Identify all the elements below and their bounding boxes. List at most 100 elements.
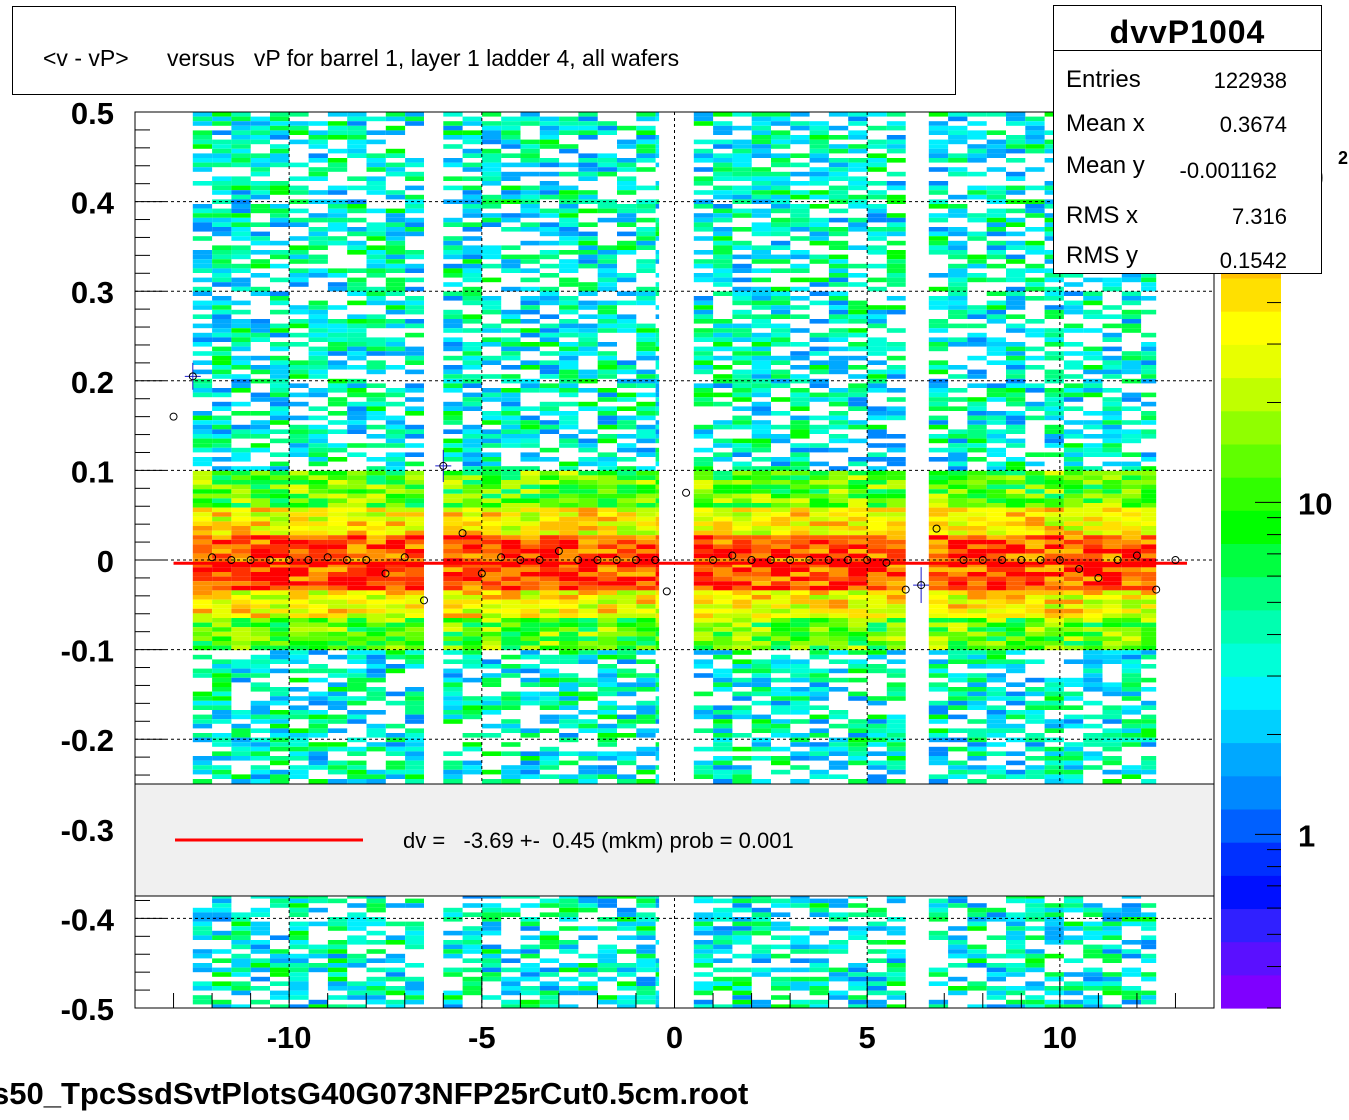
- heatmap-cell: [578, 130, 598, 135]
- heatmap-cell: [212, 903, 232, 908]
- heatmap-cell: [289, 512, 309, 517]
- heatmap-cell: [405, 737, 424, 743]
- heatmap-cell: [828, 710, 849, 715]
- heatmap-cell: [886, 756, 906, 761]
- heatmap-cell: [501, 636, 521, 641]
- heatmap-cell: [617, 125, 637, 131]
- heatmap-cell: [212, 733, 232, 738]
- heatmap-cell: [848, 585, 868, 591]
- heatmap-cell: [250, 167, 270, 172]
- heatmap-cell: [867, 664, 887, 669]
- heatmap-cell: [212, 503, 232, 508]
- heatmap-cell: [713, 424, 733, 430]
- heatmap-cell: [867, 286, 887, 292]
- heatmap-cell: [636, 967, 656, 973]
- heatmap-cell: [481, 374, 502, 379]
- heatmap-cell: [790, 171, 810, 177]
- heatmap-cell: [443, 369, 463, 375]
- heatmap-cell: [886, 194, 906, 200]
- heatmap-cell: [636, 489, 656, 494]
- heatmap-cell: [732, 208, 752, 214]
- heatmap-cell: [289, 530, 309, 536]
- heatmap-cell: [751, 691, 771, 697]
- heatmap-cell: [848, 521, 868, 526]
- heatmap-cell: [713, 401, 733, 407]
- heatmap-cell: [809, 194, 829, 200]
- heatmap-cell: [848, 751, 868, 756]
- heatmap-cell: [270, 967, 290, 973]
- heatmap-cell: [366, 917, 386, 922]
- heatmap-cell: [347, 351, 367, 356]
- heatmap-cell: [443, 576, 463, 582]
- heatmap-cell: [231, 549, 251, 554]
- heatmap-cell: [867, 921, 887, 927]
- heatmap-cell: [366, 746, 386, 752]
- heatmap-cell: [250, 999, 270, 1005]
- heatmap-cell: [327, 401, 348, 407]
- heatmap-cell: [732, 470, 752, 476]
- heatmap-cell: [539, 194, 560, 200]
- heatmap-cell: [289, 392, 309, 398]
- heatmap-cell: [578, 484, 598, 490]
- heatmap-cell: [751, 544, 771, 549]
- heatmap-cell: [751, 746, 771, 752]
- heatmap-cell: [231, 300, 251, 306]
- heatmap-cell: [212, 737, 232, 743]
- heatmap-cell: [828, 516, 849, 522]
- heatmap-cell: [270, 383, 290, 388]
- heatmap-cell: [520, 112, 540, 117]
- heatmap-cell: [501, 779, 521, 784]
- heatmap-cell: [501, 627, 521, 632]
- heatmap-cell: [231, 917, 251, 922]
- heatmap-cell: [385, 765, 406, 770]
- heatmap-cell: [347, 963, 367, 968]
- heatmap-cell: [617, 622, 637, 628]
- heatmap-cell: [578, 590, 598, 595]
- heatmap-cell: [192, 567, 213, 572]
- heatmap-cell: [231, 185, 251, 191]
- heatmap-cell: [790, 222, 810, 227]
- heatmap-cell: [308, 374, 328, 379]
- heatmap-cell: [501, 774, 521, 779]
- heatmap-cell: [732, 613, 752, 618]
- heatmap-cell: [867, 608, 887, 614]
- heatmap-cell: [327, 746, 348, 752]
- heatmap-cell: [809, 627, 829, 632]
- heatmap-cell: [308, 516, 328, 522]
- heatmap-cell: [751, 503, 771, 508]
- heatmap-cell: [501, 986, 521, 991]
- heatmap-cell: [539, 696, 560, 701]
- heatmap-cell: [212, 259, 232, 264]
- heatmap-cell: [578, 222, 598, 227]
- heatmap-cell: [790, 595, 810, 600]
- heatmap-cell: [617, 447, 637, 453]
- heatmap-cell: [462, 645, 482, 651]
- heatmap-cell: [462, 930, 482, 936]
- heatmap-cell: [405, 728, 424, 733]
- heatmap-cell: [771, 397, 791, 402]
- heatmap-cell: [520, 756, 540, 761]
- heatmap-cell: [578, 659, 598, 664]
- heatmap-cell: [597, 926, 617, 931]
- heatmap-cell: [713, 572, 733, 577]
- heatmap-cell: [559, 355, 579, 361]
- heatmap-cell: [867, 374, 887, 379]
- heatmap-cell: [732, 682, 752, 687]
- heatmap-cell: [713, 245, 733, 250]
- heatmap-cell: [212, 121, 232, 126]
- heatmap-cell: [771, 976, 791, 982]
- heatmap-cell: [212, 162, 232, 168]
- heatmap-cell: [597, 618, 617, 623]
- heatmap-cell: [520, 213, 540, 218]
- heatmap-cell: [250, 921, 270, 927]
- heatmap-cell: [539, 365, 560, 370]
- heatmap-cell: [751, 618, 771, 623]
- heatmap-cell: [327, 581, 348, 586]
- heatmap-cell: [539, 673, 560, 678]
- heatmap-cell: [771, 342, 791, 347]
- heatmap-cell: [655, 452, 660, 457]
- heatmap-cell: [732, 668, 752, 674]
- heatmap-cell: [809, 967, 829, 973]
- heatmap-cell: [559, 549, 579, 554]
- heatmap-cell: [481, 521, 502, 526]
